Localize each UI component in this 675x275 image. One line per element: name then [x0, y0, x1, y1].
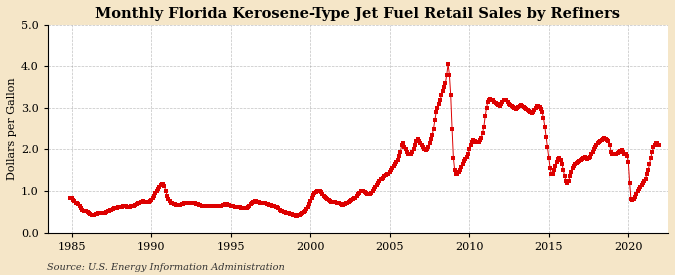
- Y-axis label: Dollars per Gallon: Dollars per Gallon: [7, 77, 17, 180]
- Title: Monthly Florida Kerosene-Type Jet Fuel Retail Sales by Refiners: Monthly Florida Kerosene-Type Jet Fuel R…: [95, 7, 620, 21]
- Text: Source: U.S. Energy Information Administration: Source: U.S. Energy Information Administ…: [47, 263, 285, 272]
